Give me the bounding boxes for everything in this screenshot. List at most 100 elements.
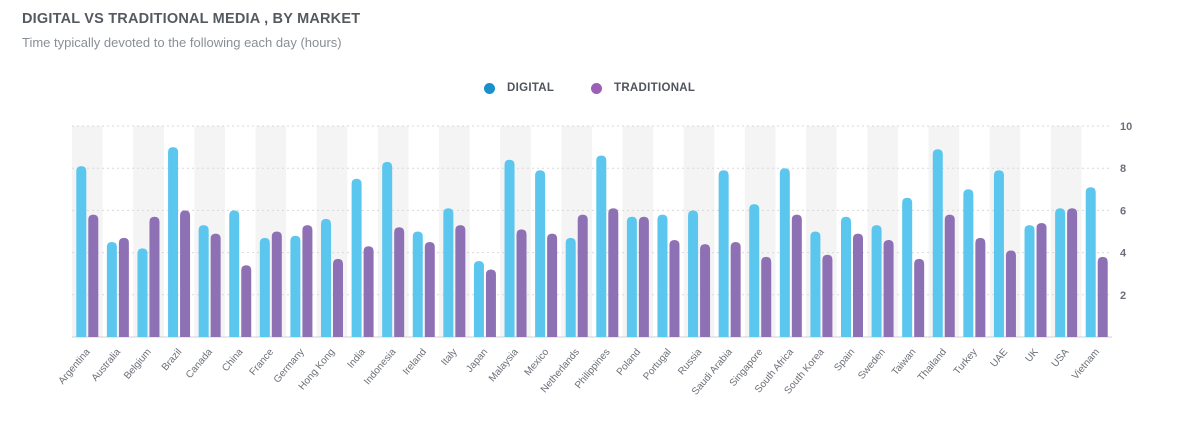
bar-traditional[interactable]: [883, 239, 894, 337]
x-category-label: Argentina: [57, 347, 93, 387]
x-category-label: Taiwan: [890, 347, 918, 378]
bar-traditional[interactable]: [1097, 256, 1108, 337]
bar-digital[interactable]: [718, 170, 729, 337]
bar-traditional[interactable]: [730, 242, 741, 337]
legend-item-digital[interactable]: DIGITAL: [484, 82, 554, 94]
bar-traditional[interactable]: [180, 210, 191, 337]
bar-digital[interactable]: [412, 231, 423, 338]
bar-traditional[interactable]: [485, 269, 496, 337]
bar-traditional[interactable]: [547, 233, 558, 337]
bar-digital[interactable]: [290, 235, 301, 337]
x-category-label: Thailand: [916, 347, 949, 383]
bar-traditional[interactable]: [363, 246, 374, 337]
legend-label-traditional: TRADITIONAL: [614, 82, 696, 94]
bar-digital[interactable]: [993, 170, 1004, 337]
x-category-label: Indonesia: [362, 347, 399, 388]
bar-digital[interactable]: [626, 216, 637, 337]
bar-traditional[interactable]: [914, 258, 925, 337]
bar-traditional[interactable]: [975, 237, 986, 337]
bar-digital[interactable]: [841, 216, 851, 337]
bar-traditional[interactable]: [241, 265, 252, 337]
legend-label-digital: DIGITAL: [507, 82, 555, 94]
bar-digital[interactable]: [106, 242, 117, 337]
bar-traditional[interactable]: [944, 214, 955, 337]
bar-digital[interactable]: [1085, 187, 1096, 337]
bar-traditional[interactable]: [791, 214, 802, 337]
x-category-label: Malaysia: [487, 347, 521, 385]
y-tick-label: 4: [1120, 248, 1127, 260]
x-category-label: Canada: [184, 347, 215, 381]
x-category-label: USA: [1050, 347, 1072, 370]
bar-digital[interactable]: [259, 237, 270, 337]
bar-digital[interactable]: [932, 149, 943, 337]
bar-traditional[interactable]: [761, 256, 772, 337]
bar-digital[interactable]: [229, 210, 240, 337]
bar-traditional[interactable]: [853, 233, 863, 337]
legend-item-traditional[interactable]: TRADITIONAL: [591, 82, 695, 94]
bar-digital[interactable]: [810, 231, 821, 338]
x-category-label: Russia: [676, 347, 704, 378]
bar-digital[interactable]: [382, 161, 393, 337]
bar-traditional[interactable]: [271, 231, 282, 338]
x-category-label: Spain: [832, 347, 857, 374]
bar-digital[interactable]: [351, 178, 362, 337]
bar-digital[interactable]: [565, 237, 576, 337]
bar-traditional[interactable]: [700, 244, 711, 337]
bar-traditional[interactable]: [822, 254, 833, 337]
bar-digital[interactable]: [902, 197, 913, 337]
x-category-label: Turkey: [952, 347, 980, 377]
bar-traditional[interactable]: [302, 225, 313, 337]
x-category-label: Vietnam: [1070, 347, 1102, 382]
bar-digital[interactable]: [168, 147, 179, 337]
bar-traditional[interactable]: [118, 237, 129, 337]
bar-digital[interactable]: [443, 208, 454, 337]
bar-traditional[interactable]: [1005, 250, 1016, 337]
y-tick-label: 6: [1120, 205, 1126, 217]
bar-traditional[interactable]: [608, 208, 619, 337]
bar-traditional[interactable]: [88, 214, 99, 337]
chart-subtitle: Time typically devoted to the following …: [22, 35, 342, 50]
bar-traditional[interactable]: [210, 233, 221, 337]
bar-digital[interactable]: [137, 248, 148, 337]
bar-digital[interactable]: [1024, 225, 1035, 337]
bar-traditional[interactable]: [149, 216, 160, 337]
bar-digital[interactable]: [504, 159, 515, 337]
bar-traditional[interactable]: [455, 225, 466, 337]
x-category-label: Italy: [439, 347, 459, 368]
bar-traditional[interactable]: [394, 227, 405, 337]
x-category-label: China: [220, 347, 246, 374]
bar-traditional[interactable]: [1036, 223, 1047, 337]
x-category-label: Sweden: [856, 347, 888, 382]
bar-traditional[interactable]: [669, 239, 680, 337]
bar-traditional[interactable]: [638, 216, 649, 337]
x-category-label: UK: [1023, 347, 1041, 365]
x-category-label: France: [248, 347, 277, 378]
bar-traditional[interactable]: [1067, 208, 1078, 337]
bar-digital[interactable]: [963, 189, 974, 337]
x-category-label: Japan: [464, 347, 490, 375]
bar-digital[interactable]: [535, 170, 546, 337]
bar-digital[interactable]: [688, 210, 699, 337]
bar-digital[interactable]: [779, 168, 790, 337]
y-tick-label: 10: [1120, 121, 1132, 133]
bar-traditional[interactable]: [424, 242, 435, 337]
x-category-label: Poland: [615, 347, 643, 378]
bar-digital[interactable]: [198, 225, 209, 337]
bar-traditional[interactable]: [516, 229, 527, 337]
bar-traditional[interactable]: [333, 258, 343, 337]
y-tick-label: 8: [1120, 163, 1126, 175]
bar-digital[interactable]: [596, 155, 607, 337]
bar-digital[interactable]: [473, 261, 484, 337]
legend: DIGITAL TRADITIONAL: [0, 82, 1178, 98]
bar-digital[interactable]: [749, 204, 760, 337]
x-category-label: India: [346, 347, 369, 371]
bar-traditional[interactable]: [577, 214, 588, 337]
x-category-label: Ireland: [401, 347, 429, 377]
bar-digital[interactable]: [871, 225, 882, 337]
bar-digital[interactable]: [657, 214, 668, 337]
bar-digital[interactable]: [321, 218, 331, 337]
bar-digital[interactable]: [76, 166, 87, 337]
bar-digital[interactable]: [1055, 208, 1066, 337]
chart-title: DIGITAL VS TRADITIONAL MEDIA , BY MARKET: [22, 11, 361, 27]
